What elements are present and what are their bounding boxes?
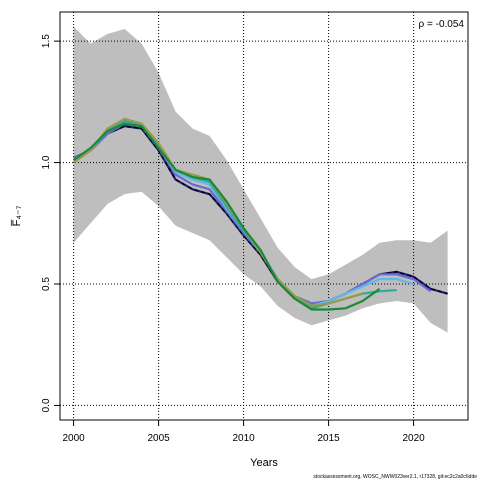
y-axis: 0.0 0.5 1.0 1.5 (41, 34, 60, 412)
x-axis-title: Years (250, 457, 278, 469)
x-axis: 2000 2005 2010 2015 2020 (62, 420, 425, 444)
y-axis-title: F̅₄₋₇ (11, 205, 23, 226)
x-tick-label: 2020 (402, 433, 425, 444)
x-tick-label: 2000 (62, 433, 85, 444)
y-tick-label: 0.5 (41, 277, 52, 291)
confidence-band (73, 26, 448, 333)
x-tick-label: 2015 (317, 433, 340, 444)
source-caption: stockassessment.org, WOSC_NWW023ver2.1, … (313, 474, 477, 480)
grid-layer (60, 12, 468, 420)
plot-frame (59, 11, 469, 421)
series-layer (72, 117, 448, 311)
series-line-2 (73, 125, 448, 307)
x-tick-label: 2010 (232, 433, 255, 444)
confidence-band-layer (73, 26, 448, 333)
y-tick-label: 1.5 (41, 34, 52, 48)
series-line-7 (72, 122, 381, 311)
rho-annotation: ρ = -0.054 (419, 19, 465, 30)
x-tick-label: 2005 (147, 433, 170, 444)
y-tick-label: 1.0 (41, 155, 52, 169)
y-tick-label: 0.0 (41, 398, 52, 412)
